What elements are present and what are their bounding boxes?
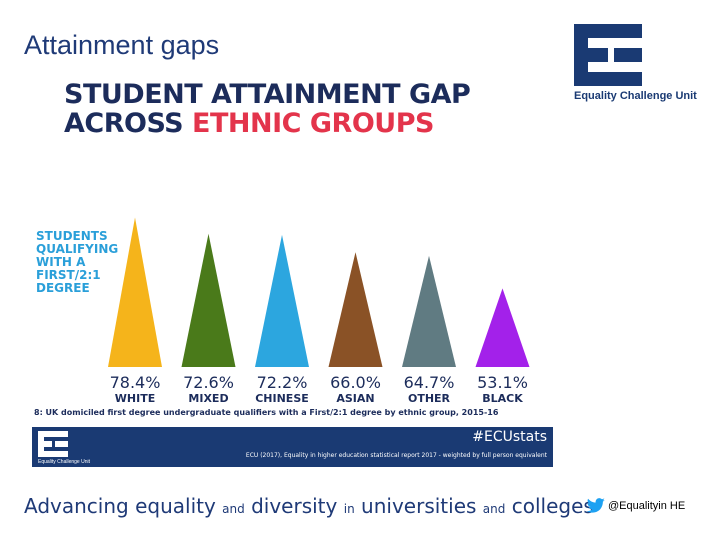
banner-logo: Equality Challenge Unit (38, 431, 108, 465)
category-label-mixed: MIXED (188, 392, 228, 405)
cone-chinese (255, 234, 309, 367)
value-label-black: 53.1% (477, 373, 528, 392)
category-label-asian: ASIAN (336, 392, 374, 405)
qualifying-label: STUDENTS QUALIFYING WITH A FIRST/2:1 DEG… (36, 230, 136, 295)
infographic: STUDENT ATTAINMENT GAP ACROSS ETHNIC GRO… (32, 72, 553, 467)
banner-hashtag: #ECUstats (472, 429, 547, 445)
ecu-logo-mark (574, 24, 642, 86)
cone-white (108, 217, 162, 367)
logo-bar-bottom (574, 72, 642, 86)
banner-citation: ECU (2017), Equality in higher education… (245, 452, 547, 459)
tagline-word-4: in (343, 502, 355, 516)
headline-line-2: ACROSS ETHNIC GROUPS (64, 109, 470, 138)
logo-bar-middle-left (574, 48, 608, 62)
mini-bar-top (38, 431, 68, 437)
cone-mixed (181, 233, 236, 367)
ecu-logo: Equality Challenge Unit (574, 24, 699, 102)
twitter-handle: @Equalityin HE (608, 500, 686, 512)
chart-footnote: 8: UK domiciled first degree undergradua… (34, 408, 499, 417)
value-label-asian: 66.0% (330, 373, 381, 392)
tagline-word-5: universities (361, 494, 477, 518)
qualifying-label-line-1: STUDENTS (36, 229, 108, 243)
category-label-black: BLACK (482, 392, 523, 405)
tagline-word-7: colleges (511, 494, 594, 518)
tagline-word-2: and (222, 502, 245, 516)
tagline-word-1: Advancing equality (24, 494, 216, 518)
qualifying-label-line-3: WITH A (36, 255, 86, 269)
value-label-white: 78.4% (110, 373, 161, 392)
qualifying-label-line-4: FIRST/2:1 (36, 268, 101, 282)
cone-asian (328, 252, 383, 367)
qualifying-label-line-2: QUALIFYING (36, 242, 119, 256)
logo-bar-top (574, 24, 642, 38)
tagline-word-6: and (482, 502, 506, 516)
infographic-headline: STUDENT ATTAINMENT GAP ACROSS ETHNIC GRO… (64, 79, 471, 138)
tagline-word-3: diversity (251, 494, 338, 518)
mini-bar-middle-left (38, 441, 52, 447)
slide-title: Attainment gaps (24, 30, 220, 60)
headline-across: ACROSS (64, 108, 184, 139)
attainment-chart: 78.4%WHITE 72.6%MIXED 72.2%CHINESE 66.0%ASI… (108, 217, 530, 405)
twitter-link[interactable]: @Equalityin HE (586, 498, 685, 514)
cone-other (402, 255, 456, 367)
slide-tagline: Advancing equality and diversity in univ… (24, 494, 594, 518)
ecu-logo-text: Equality Challenge Unit (574, 90, 697, 102)
value-label-mixed: 72.6% (183, 373, 234, 392)
category-label-white: WHITE (115, 392, 155, 405)
headline-line-1: STUDENT ATTAINMENT GAP (64, 79, 471, 110)
mini-bar-middle-right (55, 441, 68, 447)
banner-logo-text: Equality Challenge Unit (38, 459, 90, 465)
infographic-banner: Equality Challenge Unit #ECUstats ECU (2… (32, 427, 553, 467)
twitter-bird-icon (586, 498, 605, 513)
value-label-other: 64.7% (404, 373, 455, 392)
cone-black (475, 288, 530, 367)
banner-logo-mark (38, 431, 68, 457)
qualifying-label-line-5: DEGREE (36, 281, 90, 295)
category-label-other: OTHER (408, 392, 451, 405)
headline-ethnic-groups: ETHNIC GROUPS (192, 108, 434, 139)
category-label-chinese: CHINESE (255, 392, 309, 405)
value-label-chinese: 72.2% (257, 373, 308, 392)
logo-bar-middle-right (614, 48, 642, 62)
mini-bar-bottom (38, 451, 68, 457)
